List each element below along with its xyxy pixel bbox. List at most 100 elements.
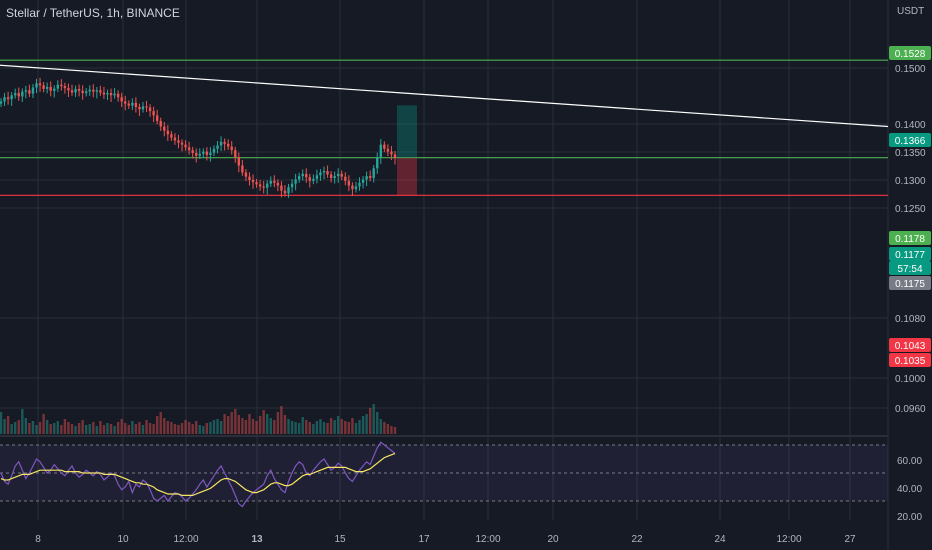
volume-bar xyxy=(131,421,134,434)
loss-zone xyxy=(397,157,417,196)
volume-bar xyxy=(106,423,109,434)
candle-body xyxy=(376,157,379,169)
candle-body xyxy=(368,176,372,179)
candle-body xyxy=(6,97,10,100)
candle-body xyxy=(49,86,52,91)
price-tag-label: 0.1175 xyxy=(895,279,925,290)
volume-bar xyxy=(255,421,258,434)
price-axis-label: 0.1300 xyxy=(895,176,926,187)
time-axis-label: 27 xyxy=(844,534,856,545)
volume-bar xyxy=(216,419,219,434)
candle-body xyxy=(361,179,365,183)
candle-body xyxy=(386,148,390,152)
volume-bar xyxy=(226,416,230,434)
candle-body xyxy=(53,88,56,91)
volume-bar xyxy=(148,423,152,434)
candle-body xyxy=(219,141,223,146)
price-axis-label: 0.1400 xyxy=(895,120,926,131)
candle-body xyxy=(315,175,319,179)
candle-body xyxy=(258,184,262,187)
candle-body xyxy=(237,157,241,166)
volume-bar xyxy=(187,422,191,434)
rsi-axis-label: 20.00 xyxy=(897,512,922,523)
candle-body xyxy=(155,115,159,121)
volume-bar xyxy=(283,415,287,434)
candle-body xyxy=(38,83,42,86)
volume-bar xyxy=(0,412,3,434)
price-tag xyxy=(889,46,931,60)
candle-body xyxy=(326,171,329,175)
candle-body xyxy=(106,93,109,95)
volume-bar xyxy=(230,412,233,434)
candle-body xyxy=(191,150,194,153)
volume-bar xyxy=(365,414,368,434)
volume-bar xyxy=(262,410,265,434)
candle-body xyxy=(67,88,70,91)
volume-bar xyxy=(319,419,322,434)
candle-body xyxy=(283,190,287,194)
volume-bar xyxy=(145,420,148,434)
volume-bar xyxy=(287,419,290,434)
volume-bar xyxy=(198,425,201,434)
candle-body xyxy=(305,173,308,178)
time-axis-label: 17 xyxy=(418,534,430,545)
candle-body xyxy=(301,173,304,177)
candle-body xyxy=(92,89,95,92)
candle-body xyxy=(340,173,343,177)
volume-bar xyxy=(45,420,49,434)
volume-bar xyxy=(35,425,38,434)
time-axis-label: 22 xyxy=(631,534,643,545)
price-axis-label: 0.1000 xyxy=(895,374,926,385)
candle-body xyxy=(372,168,375,179)
volume-bar xyxy=(53,423,56,434)
volume-bar xyxy=(301,417,304,434)
candle-body xyxy=(31,87,35,94)
volume-bar xyxy=(13,422,17,434)
candle-body xyxy=(212,148,216,153)
volume-bar xyxy=(337,416,340,434)
price-tag-label: 0.1366 xyxy=(895,136,926,147)
candle-body xyxy=(113,93,116,96)
candle-body xyxy=(56,84,59,89)
candle-body xyxy=(145,106,148,108)
candle-body xyxy=(248,176,251,180)
volume-bar xyxy=(95,426,99,434)
candle-body xyxy=(109,93,113,96)
candle-body xyxy=(24,90,28,92)
symbol-title[interactable]: Stellar / TetherUS, 1h, BINANCE xyxy=(6,6,180,20)
candle-body xyxy=(390,151,393,155)
volume-bar xyxy=(31,421,35,434)
volume-bar xyxy=(358,420,361,434)
volume-bar xyxy=(372,404,375,434)
candle-body xyxy=(198,153,201,156)
candle-body xyxy=(177,140,180,143)
candle-body xyxy=(202,151,205,154)
volume-bar xyxy=(81,420,84,434)
volume-bar xyxy=(42,414,45,434)
volume-bar xyxy=(84,425,88,434)
candle-body xyxy=(95,90,99,92)
candle-body xyxy=(148,107,152,112)
volume-bar xyxy=(305,420,308,434)
candle-body xyxy=(351,185,354,190)
candle-body xyxy=(35,83,38,88)
candle-body xyxy=(3,97,6,102)
volume-bar xyxy=(241,418,244,434)
volume-bar xyxy=(237,415,241,434)
candle-body xyxy=(70,90,74,93)
candle-body xyxy=(269,180,272,184)
volume-bar xyxy=(116,422,120,434)
volume-bar xyxy=(351,418,354,434)
volume-bar xyxy=(191,424,194,434)
candle-body xyxy=(322,171,326,173)
volume-bar xyxy=(386,424,390,434)
volume-bar xyxy=(28,423,31,434)
candle-body xyxy=(159,120,162,127)
rsi-ma-line xyxy=(0,452,396,496)
candle-body xyxy=(74,88,77,93)
candle-body xyxy=(365,176,368,180)
volume-bar xyxy=(74,426,77,434)
candle-body xyxy=(166,130,170,135)
